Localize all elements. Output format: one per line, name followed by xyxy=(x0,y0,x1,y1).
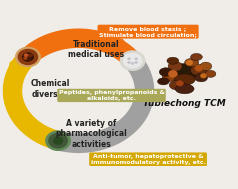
Text: Remove blood stasis ;
Stimulate blood circulation;: Remove blood stasis ; Stimulate blood ci… xyxy=(99,26,197,37)
Ellipse shape xyxy=(175,84,194,94)
Ellipse shape xyxy=(191,53,202,60)
Ellipse shape xyxy=(162,70,179,81)
Circle shape xyxy=(45,130,71,151)
Circle shape xyxy=(131,62,134,65)
Ellipse shape xyxy=(158,78,169,85)
Text: Peptides, phenylpropanoids &
alkaloids, etc.: Peptides, phenylpropanoids & alkaloids, … xyxy=(59,90,164,101)
Ellipse shape xyxy=(167,57,179,64)
Circle shape xyxy=(127,57,131,60)
Text: Chemical
diversity: Chemical diversity xyxy=(30,79,70,99)
Ellipse shape xyxy=(191,64,207,76)
Circle shape xyxy=(23,56,28,60)
Circle shape xyxy=(22,52,34,62)
Circle shape xyxy=(48,133,68,149)
Circle shape xyxy=(28,54,33,57)
Circle shape xyxy=(18,49,38,65)
Ellipse shape xyxy=(185,58,199,67)
Circle shape xyxy=(15,47,41,67)
Ellipse shape xyxy=(169,80,186,90)
Circle shape xyxy=(120,50,146,71)
Circle shape xyxy=(134,61,138,64)
Circle shape xyxy=(176,80,184,86)
Circle shape xyxy=(27,57,31,61)
Ellipse shape xyxy=(174,74,195,85)
Ellipse shape xyxy=(195,73,208,82)
Circle shape xyxy=(24,53,28,57)
Ellipse shape xyxy=(169,64,200,81)
Circle shape xyxy=(168,70,178,78)
Text: A variety of
pharmacological
activities: A variety of pharmacological activities xyxy=(56,119,127,149)
Ellipse shape xyxy=(200,62,212,70)
Circle shape xyxy=(134,57,138,60)
Circle shape xyxy=(127,61,131,64)
Circle shape xyxy=(123,53,143,68)
Ellipse shape xyxy=(168,61,182,71)
Text: Traditional
medical uses: Traditional medical uses xyxy=(68,40,124,59)
Ellipse shape xyxy=(205,70,216,77)
Text: Tubiechong TCM: Tubiechong TCM xyxy=(143,99,226,108)
Circle shape xyxy=(53,137,63,145)
Text: Anti-tumor, hepatoprotective &
immunomodulatory activity, etc.: Anti-tumor, hepatoprotective & immunomod… xyxy=(91,154,206,165)
Circle shape xyxy=(194,65,203,72)
Circle shape xyxy=(200,73,207,78)
Ellipse shape xyxy=(159,68,172,76)
Circle shape xyxy=(186,60,193,65)
